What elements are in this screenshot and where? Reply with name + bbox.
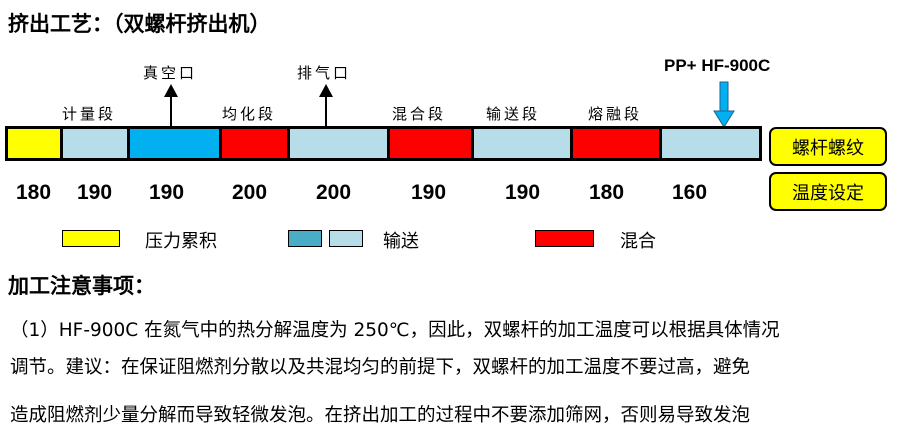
title: 挤出工艺：（双螺杆挤出机） [8, 12, 271, 36]
zone-mixing [390, 128, 474, 159]
vacuum-arrow-icon [164, 84, 178, 128]
note-line-3: 造成阻燃剂少量分解而导致轻微发泡。在挤出加工的过程中不要添加筛网，否则易导致发泡 [10, 405, 751, 426]
zone-label-metering: 计量段 [62, 105, 117, 123]
note-line-2: 调节。建议：在保证阻燃剂分散以及共混均匀的前提下，双螺杆的加工温度不要过高，避免 [10, 357, 751, 378]
zone-vacuum [130, 128, 222, 159]
legend-label-convey: 输送 [383, 231, 419, 252]
legend-label-mix: 混合 [620, 231, 656, 252]
port-arrows [164, 81, 735, 128]
zone-label-mixing: 混合段 [392, 105, 447, 123]
temp-5: 200 [316, 181, 352, 204]
temp-8: 180 [589, 181, 625, 204]
legend-swatch-pressure [62, 230, 120, 247]
temp-1: 180 [16, 181, 52, 204]
temp-4: 200 [232, 181, 268, 204]
zone-melting [573, 128, 662, 159]
zone-feed [662, 128, 760, 159]
temp-9: 160 [672, 181, 708, 204]
temp-3: 190 [149, 181, 185, 204]
zone-homogenizing [222, 128, 290, 159]
legend-swatch-convey-dark [288, 230, 322, 247]
temp-2: 190 [77, 181, 113, 204]
zone-metering [63, 128, 130, 159]
zone-pressure [5, 128, 63, 159]
zone-conveying [474, 128, 573, 159]
vacuum-port-label: 真空口 [143, 64, 198, 82]
vent-arrow-icon [319, 84, 333, 128]
feed-arrow-icon [713, 81, 735, 128]
zone-label-homogenizing: 均化段 [222, 105, 277, 123]
legend-swatch-mix [535, 230, 594, 247]
zone-label-conveying: 输送段 [486, 105, 541, 123]
screw-thread-box: 螺杆螺纹 [769, 127, 887, 166]
temp-6: 190 [411, 181, 447, 204]
temp-setting-box: 温度设定 [769, 172, 887, 211]
feed-label: PP+ HF-900C [664, 56, 771, 75]
zone-label-melting: 熔融段 [588, 105, 643, 123]
bar-outline [5, 126, 762, 161]
legend-label-pressure: 压力累积 [145, 231, 217, 252]
notes-title: 加工注意事项： [8, 274, 155, 298]
zone-vent [290, 128, 390, 159]
legend-swatch-convey-light [329, 230, 363, 247]
note-line-1: （1）HF-900C 在氮气中的热分解温度为 250℃，因此，双螺杆的加工温度可… [10, 320, 780, 341]
temp-7: 190 [505, 181, 541, 204]
vent-port-label: 排气口 [297, 64, 352, 82]
